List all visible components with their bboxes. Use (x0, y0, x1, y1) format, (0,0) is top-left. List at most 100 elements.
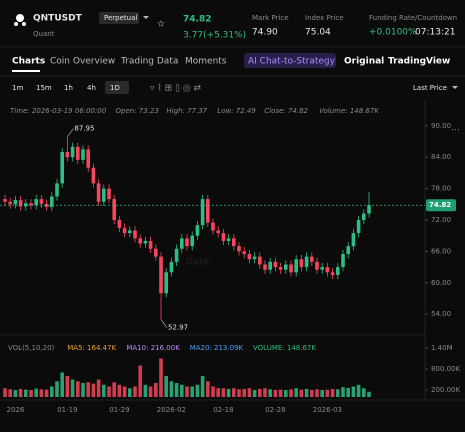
volume-bar (284, 390, 288, 397)
info: Open: 73.23 (116, 107, 159, 115)
interval[interactable]: 1h (64, 84, 73, 92)
volume-bar (44, 389, 49, 397)
volume-bar (91, 383, 96, 397)
volume-bar (143, 384, 148, 397)
dropdown[interactable] (452, 86, 458, 89)
candle-body (143, 240, 148, 244)
countdown: 07:13:21 (415, 28, 455, 38)
volume-bar (336, 389, 340, 397)
candle-body (76, 146, 80, 160)
info: Volume: 148.67K (319, 107, 380, 115)
tab[interactable]: Trading Data (120, 57, 178, 67)
volume-bar (195, 384, 200, 397)
last-price-label: 74.82 (429, 201, 451, 209)
candle-body (304, 256, 309, 268)
volume-bar (346, 387, 350, 397)
volume-bar (330, 388, 335, 397)
candle-body (128, 230, 132, 234)
candle-body (258, 256, 262, 265)
tab[interactable]: AI Chat-to-Strategy (248, 57, 336, 67)
last-price-tag (426, 199, 456, 212)
candle-body (315, 261, 319, 270)
y-tick-label: 54.00 (431, 310, 451, 318)
candle-body (60, 152, 64, 184)
y2-tick-label: 1.40M (431, 344, 453, 352)
symbol[interactable]: QNTUSDT (33, 14, 83, 24)
volume-legend: MA10: 216.00K (126, 344, 180, 352)
y-tick-label: 72.00 (431, 216, 451, 224)
volume-bar (29, 390, 33, 397)
candle-body (200, 199, 205, 226)
x-tick-label: 01-29 (109, 406, 129, 414)
volume-legend: VOL(5,10,20) (8, 344, 55, 352)
tab[interactable]: Charts (12, 57, 45, 67)
candle-body (237, 246, 241, 252)
candle-body (221, 233, 226, 241)
interval[interactable]: 1m (12, 84, 23, 92)
info: Time: 2026-03-19 06:00:00 (10, 107, 107, 115)
candle-body (29, 203, 33, 206)
volume-bar (24, 389, 28, 397)
volume-bar (304, 388, 309, 397)
x-tick-label: 2026 (6, 406, 24, 414)
volume-bar (159, 358, 163, 397)
price-mode[interactable]: Last Price (413, 84, 447, 92)
volume-bar (315, 389, 319, 397)
interval[interactable]: 4h (87, 84, 96, 92)
volume-bar (128, 388, 132, 397)
volume-bar (180, 384, 184, 397)
candle-body (289, 264, 293, 273)
candle-body (3, 199, 7, 202)
change: 3.77(+5.31%) (183, 31, 246, 41)
stat-label: Mark Price (252, 14, 289, 22)
y-tick-label: 78.00 (431, 185, 451, 193)
candle-body (159, 256, 163, 294)
x-tick-label: 2026-02 (157, 406, 186, 414)
volume-bar (122, 386, 127, 397)
badge-bg (99, 12, 139, 24)
candle-body (133, 230, 137, 239)
candle-body (154, 248, 158, 257)
candle-body (122, 227, 127, 234)
volume-bar (351, 386, 356, 397)
tab[interactable]: TradingView (388, 57, 450, 67)
volume-legend: VOLUME: 148.67K (253, 344, 316, 352)
stat-value: 75.04 (305, 28, 331, 38)
interval[interactable]: 15m (36, 84, 52, 92)
volume-bar (320, 390, 324, 397)
volume-bar (362, 388, 366, 397)
candle-body (263, 264, 267, 270)
candle-body (216, 230, 220, 234)
star[interactable]: ☆ (157, 20, 165, 30)
dropdown[interactable] (143, 16, 149, 19)
tab[interactable]: Coin Overview (50, 57, 115, 67)
volume-bar (133, 386, 137, 397)
candle-body (351, 233, 356, 247)
candle-body (325, 267, 330, 273)
tool-icons[interactable]: ▿ ⌇ ⊞ ▯ ◎ ⇄ (150, 83, 202, 94)
volume-bar (18, 388, 23, 397)
candle-body (310, 256, 314, 262)
stat-value: 74.90 (252, 28, 278, 38)
info: Close: 74.82 (264, 107, 308, 115)
candle-body (211, 222, 215, 231)
volume-bar (96, 379, 101, 397)
info: Low: 72.49 (217, 107, 256, 115)
candle-body (39, 199, 44, 204)
candle-body (55, 183, 59, 197)
volume-bar (278, 389, 283, 397)
volume-bar (263, 388, 267, 397)
volume-bar (216, 388, 220, 397)
y-tick-label: 90.00 (431, 122, 451, 130)
x-tick-label: 02-28 (265, 406, 285, 414)
volume-bar (13, 390, 18, 397)
tab[interactable]: Original (344, 57, 384, 67)
volume-bar (185, 386, 189, 397)
volume-legend: MA20: 213.09K (190, 344, 244, 352)
interval[interactable]: 1D (110, 84, 120, 92)
volume-bar (341, 387, 345, 397)
tab[interactable]: Moments (185, 57, 227, 67)
volume-bar (367, 391, 371, 397)
ellipsis[interactable]: ⋯ (451, 126, 460, 136)
volume-bar (34, 388, 38, 397)
